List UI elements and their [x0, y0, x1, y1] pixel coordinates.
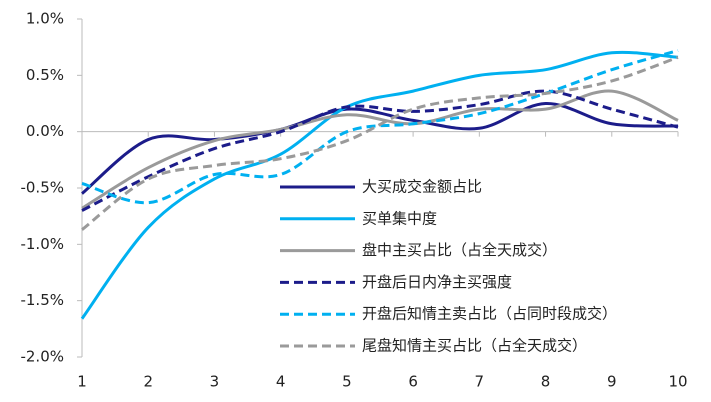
y-tick-label: 0.5%	[26, 66, 64, 84]
x-tick-label: 5	[342, 373, 352, 391]
x-tick-label: 9	[607, 373, 617, 391]
x-tick-label: 1	[77, 373, 87, 391]
series-line	[80, 50, 679, 320]
x-tick-label: 7	[475, 373, 485, 391]
y-tick-label: 0.0%	[26, 122, 64, 140]
legend-label: 开盘后日内净主买强度	[362, 273, 512, 291]
series-line	[81, 89, 679, 212]
y-tick-label: -1.0%	[20, 235, 64, 253]
y-tick-label: -1.5%	[20, 291, 64, 309]
legend-label: 盘中主买占比（占全天成交）	[362, 241, 557, 259]
x-tick-label: 6	[408, 373, 418, 391]
x-tick-label: 2	[143, 373, 153, 391]
series-line	[81, 49, 679, 205]
x-tick-label: 3	[210, 373, 220, 391]
legend-label: 开盘后知情主卖占比（占同时段成交）	[362, 305, 617, 323]
y-tick-label: -0.5%	[20, 179, 64, 197]
x-tick-label: 10	[668, 373, 687, 391]
y-tick-label: 1.0%	[26, 10, 64, 28]
legend-label: 尾盘知情主买占比（占全天成交）	[362, 337, 587, 355]
legend-label: 大买成交金额占比	[362, 178, 482, 196]
x-tick-label: 8	[541, 373, 551, 391]
series-line	[81, 101, 679, 195]
legend-label: 买单集中度	[362, 209, 437, 227]
y-tick-label: -2.0%	[20, 348, 64, 366]
series-line	[81, 55, 679, 231]
x-tick-label: 4	[276, 373, 286, 391]
